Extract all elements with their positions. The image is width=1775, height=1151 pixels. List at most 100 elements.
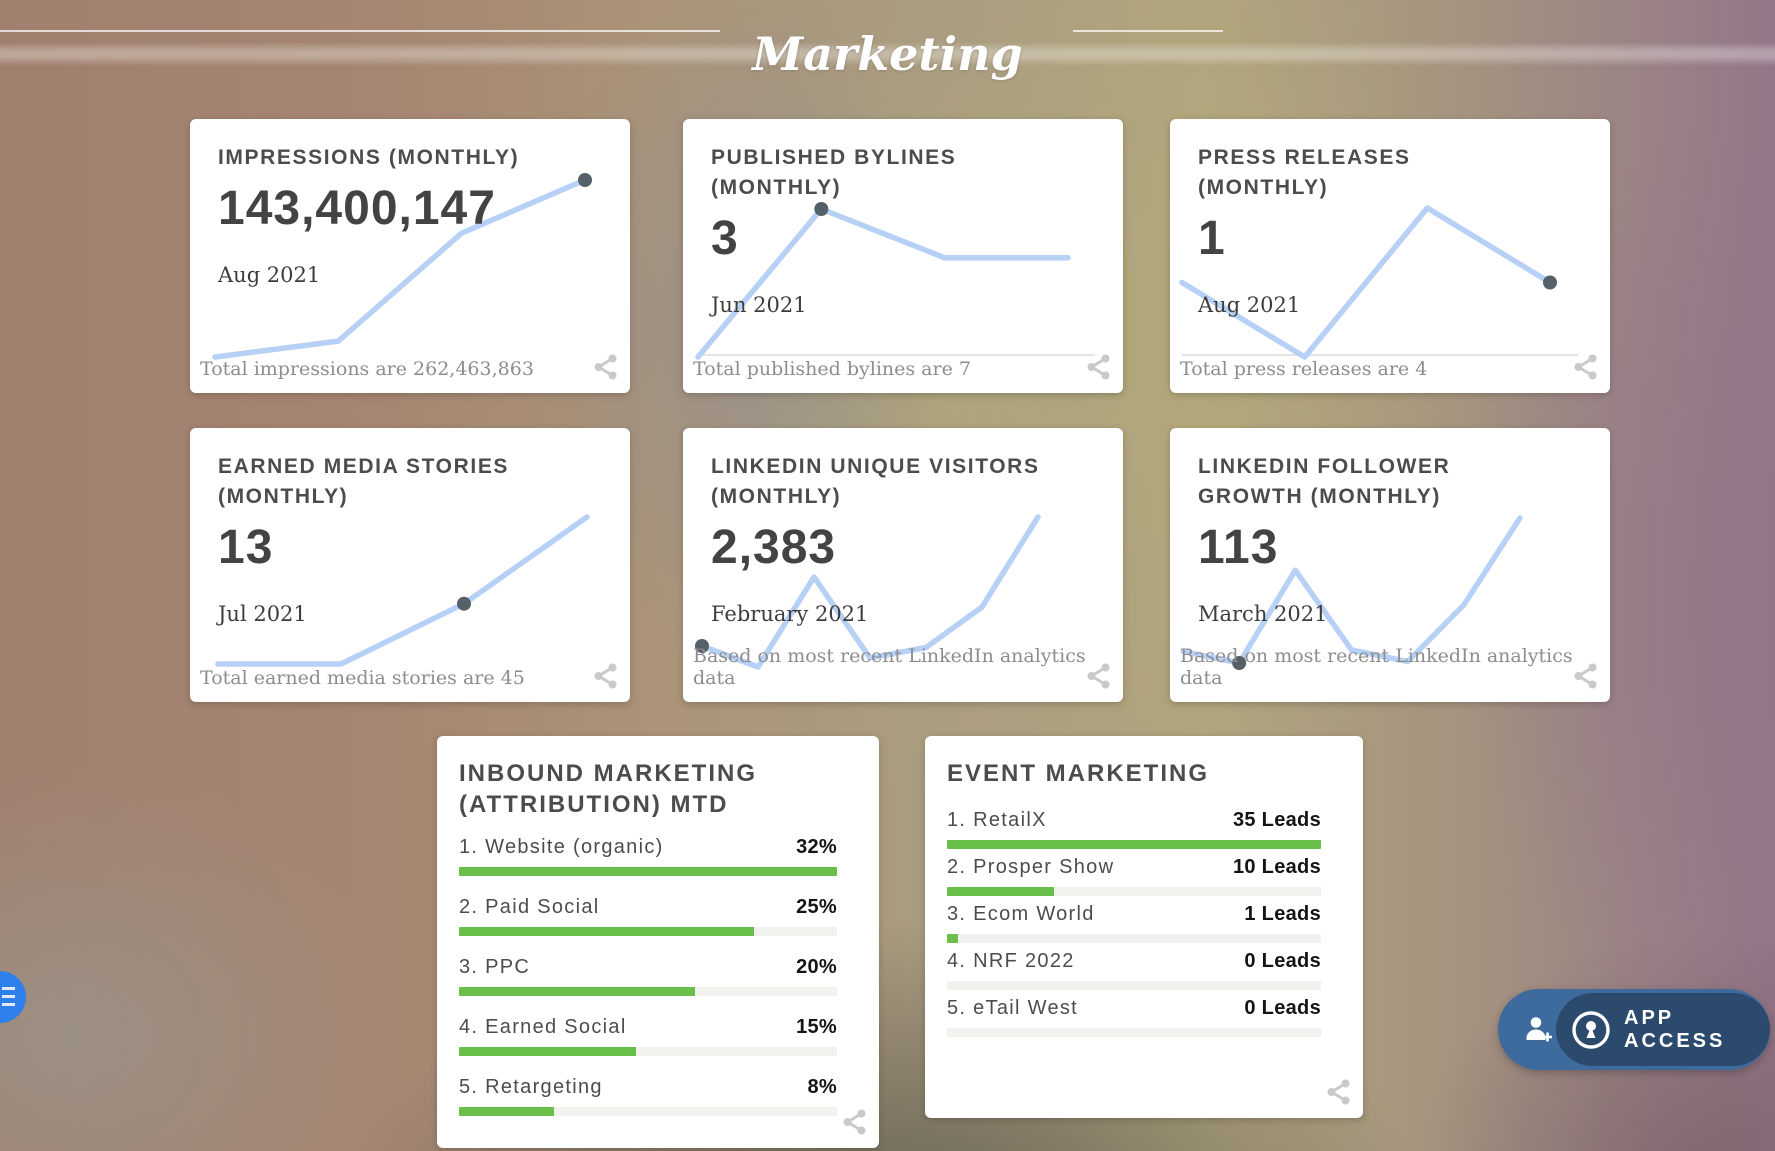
item-label: 2. Paid Social [459, 896, 600, 919]
metric-date: Aug 2021 [1198, 292, 1301, 317]
item-value: 32% [796, 836, 837, 859]
metric-footnote: Total published bylines are 7 [693, 358, 971, 380]
metric-title: PUBLISHED BYLINES (MONTHLY) [711, 146, 957, 199]
app-access-label: APP ACCESS [1624, 1006, 1726, 1052]
item-label: 1. RetailX [947, 809, 1047, 832]
list-item: 3. Ecom World 1 Leads [947, 903, 1321, 944]
menu-lines-icon [2, 995, 15, 998]
published-bylines-card: PUBLISHED BYLINES (MONTHLY) 3 Jun 2021 T… [683, 119, 1123, 393]
inbound-marketing-card: INBOUND MARKETING (ATTRIBUTION) MTD 1. W… [437, 736, 879, 1148]
item-label: 2. Prosper Show [947, 856, 1115, 879]
share-icon[interactable] [1572, 353, 1600, 381]
page-title: Marketing [752, 26, 1023, 81]
item-value: 0 Leads [1244, 997, 1321, 1020]
metric-date: March 2021 [1198, 601, 1328, 626]
progress-track [459, 1107, 837, 1117]
keyhole-icon [1570, 1009, 1612, 1051]
linkedin-followers-card: LINKEDIN FOLLOWER GROWTH (MONTHLY) 113 M… [1170, 428, 1610, 702]
share-icon[interactable] [841, 1108, 869, 1136]
list-item: 4. NRF 2022 0 Leads [947, 950, 1321, 991]
item-label: 4. NRF 2022 [947, 950, 1075, 973]
metric-title: LINKEDIN FOLLOWER GROWTH (MONTHLY) [1198, 455, 1451, 508]
progress-fill [947, 840, 1321, 850]
metric-title: IMPRESSIONS (MONTHLY) [218, 146, 520, 169]
progress-fill [459, 987, 696, 997]
item-value: 35 Leads [1232, 809, 1321, 832]
progress-fill [459, 867, 837, 877]
share-icon[interactable] [592, 353, 620, 381]
progress-track [459, 927, 837, 937]
metric-footnote: Based on most recent LinkedIn analytics … [1180, 645, 1573, 689]
list-item: 5. eTail West 0 Leads [947, 997, 1321, 1038]
metric-value: 2,383 [711, 520, 837, 574]
item-label: 1. Website (organic) [459, 836, 664, 859]
metric-title: EARNED MEDIA STORIES (MONTHLY) [218, 455, 510, 508]
item-value: 8% [807, 1076, 837, 1099]
progress-fill [947, 934, 958, 944]
item-value: 1 Leads [1244, 903, 1321, 926]
card-title: EVENT MARKETING [947, 760, 1210, 787]
progress-track [947, 840, 1321, 850]
item-value: 15% [796, 1016, 837, 1039]
background-light-band [0, 42, 1775, 66]
progress-track [947, 981, 1321, 991]
edge-menu-widget[interactable] [0, 971, 26, 1023]
list-item: 3. PPC 20% [459, 956, 837, 997]
title-divider-left [0, 30, 720, 32]
item-value: 25% [796, 896, 837, 919]
list-item: 1. RetailX 35 Leads [947, 809, 1321, 850]
progress-track [947, 887, 1321, 897]
progress-track [459, 867, 837, 877]
item-label: 3. Ecom World [947, 903, 1095, 926]
share-icon[interactable] [592, 662, 620, 690]
metric-footnote: Based on most recent LinkedIn analytics … [693, 645, 1086, 689]
metric-footnote: Total press releases are 4 [1180, 358, 1428, 380]
item-label: 5. Retargeting [459, 1076, 603, 1099]
progress-fill [459, 1107, 554, 1117]
metric-date: February 2021 [711, 601, 869, 626]
progress-track [947, 1028, 1321, 1038]
progress-fill [947, 887, 1054, 897]
title-divider-right [1073, 30, 1223, 32]
progress-track [947, 934, 1321, 944]
item-label: 3. PPC [459, 956, 531, 979]
app-access-widget: APP ACCESS [1498, 989, 1770, 1070]
menu-lines-icon [2, 987, 15, 990]
metric-footnote: Total earned media stories are 45 [200, 667, 525, 689]
share-icon[interactable] [1325, 1078, 1353, 1106]
metric-date: Jun 2021 [711, 292, 807, 317]
list-item: 5. Retargeting 8% [459, 1076, 837, 1117]
metric-value: 113 [1198, 520, 1279, 574]
item-value: 20% [796, 956, 837, 979]
progress-track [459, 987, 837, 997]
metric-value: 13 [218, 520, 274, 574]
impressions-card: IMPRESSIONS (MONTHLY) 143,400,147 Aug 20… [190, 119, 630, 393]
list-item: 4. Earned Social 15% [459, 1016, 837, 1057]
list-item: 2. Prosper Show 10 Leads [947, 856, 1321, 897]
event-marketing-card: EVENT MARKETING 1. RetailX 35 Leads 2. Pr… [925, 736, 1363, 1118]
person-add-icon [1526, 1017, 1552, 1042]
share-icon[interactable] [1572, 662, 1600, 690]
share-icon[interactable] [1085, 662, 1113, 690]
metric-value: 3 [711, 211, 739, 265]
progress-fill [459, 1047, 637, 1057]
metric-value: 143,400,147 [218, 181, 496, 235]
metric-title: LINKEDIN UNIQUE VISITORS (MONTHLY) [711, 455, 1040, 508]
metric-date: Jul 2021 [218, 601, 307, 626]
metric-footnote: Total impressions are 262,463,863 [200, 358, 534, 380]
add-user-button[interactable] [1513, 1003, 1565, 1055]
press-releases-card: PRESS RELEASES (MONTHLY) 1 Aug 2021 Tota… [1170, 119, 1610, 393]
progress-track [459, 1047, 837, 1057]
metric-date: Aug 2021 [218, 262, 321, 287]
share-icon[interactable] [1085, 353, 1113, 381]
card-title: INBOUND MARKETING (ATTRIBUTION) MTD [459, 760, 757, 819]
item-label: 4. Earned Social [459, 1016, 627, 1039]
list-item: 1. Website (organic) 32% [459, 836, 837, 877]
item-value: 10 Leads [1232, 856, 1321, 879]
list-item: 2. Paid Social 25% [459, 896, 837, 937]
earned-media-card: EARNED MEDIA STORIES (MONTHLY) 13 Jul 20… [190, 428, 630, 702]
metric-value: 1 [1198, 211, 1226, 265]
app-access-button[interactable]: APP ACCESS [1556, 993, 1770, 1066]
progress-fill [459, 927, 755, 937]
